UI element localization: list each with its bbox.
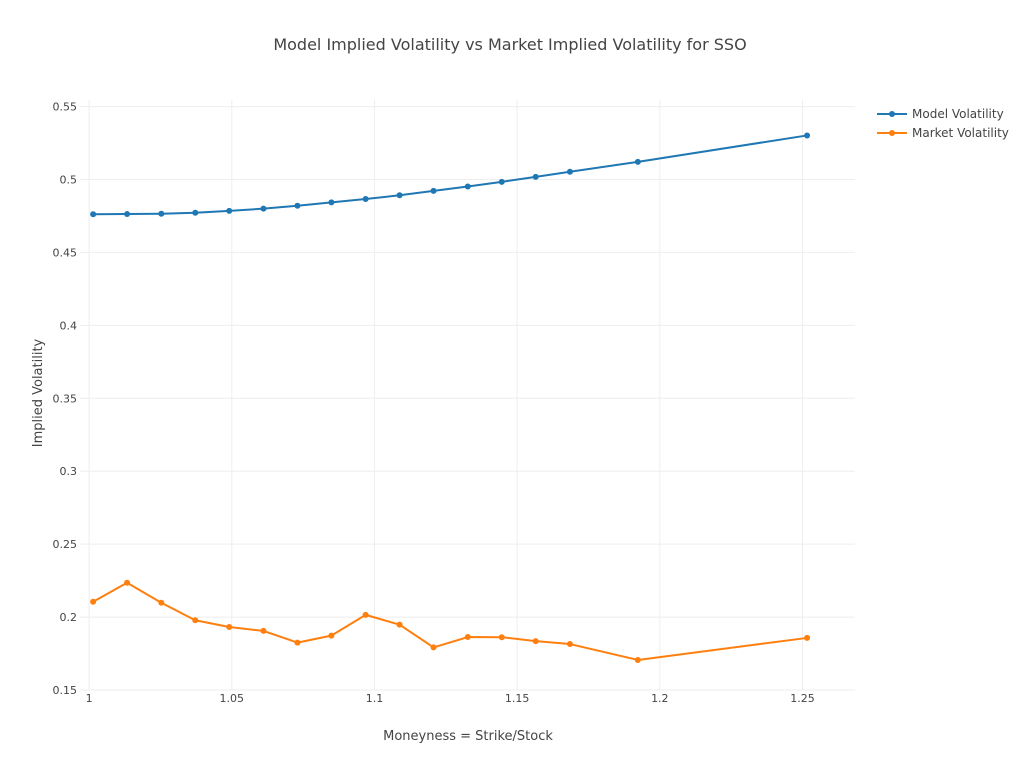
data-point[interactable] [804, 132, 811, 139]
data-point[interactable] [396, 192, 403, 199]
data-point[interactable] [90, 598, 97, 605]
data-point[interactable] [362, 196, 369, 203]
y-tick-label: 0.25 [53, 538, 78, 551]
legend-label: Model Volatility [912, 107, 1004, 121]
legend-marker [889, 130, 895, 136]
series-line [92, 581, 808, 661]
x-tick-label: 1.05 [220, 692, 245, 705]
data-point[interactable] [192, 209, 199, 216]
legend-marker [889, 111, 895, 117]
y-tick-label: 0.2 [60, 611, 78, 624]
legend-item[interactable]: Market Volatility [877, 126, 1009, 140]
data-point[interactable] [328, 199, 335, 206]
data-point[interactable] [158, 599, 165, 606]
data-point[interactable] [396, 621, 403, 628]
y-grid [80, 106, 855, 691]
data-point[interactable] [804, 634, 811, 641]
x-axis-ticks: 1 1.05 1.1 1.15 1.2 1.25 [86, 692, 815, 705]
data-point[interactable] [566, 168, 573, 175]
x-tick-label: 1.15 [505, 692, 530, 705]
legend-item[interactable]: Model Volatility [877, 107, 1004, 121]
y-tick-label: 0.55 [53, 101, 78, 114]
y-axis-title: Implied Volatility [31, 338, 46, 447]
y-tick-label: 0.15 [53, 684, 78, 697]
series-line [93, 134, 808, 216]
data-point[interactable] [124, 211, 131, 218]
legend[interactable]: Model Volatility Market Volatility [877, 107, 1009, 140]
series-market-volatility [90, 579, 811, 663]
data-point[interactable] [532, 173, 539, 180]
data-point[interactable] [498, 178, 505, 185]
data-point[interactable] [566, 641, 573, 648]
x-tick-label: 1.2 [651, 692, 669, 705]
data-point[interactable] [532, 638, 539, 645]
series-model-volatility [90, 132, 811, 218]
y-tick-label: 0.45 [53, 246, 78, 259]
data-point[interactable] [90, 211, 97, 218]
data-point[interactable] [498, 634, 505, 641]
data-point[interactable] [192, 617, 199, 624]
data-point[interactable] [328, 632, 335, 639]
data-point[interactable] [430, 187, 437, 194]
chart-title: Model Implied Volatility vs Market Impli… [273, 35, 746, 54]
data-point[interactable] [634, 656, 641, 663]
data-point[interactable] [464, 183, 471, 190]
x-tick-label: 1.1 [366, 692, 384, 705]
data-point[interactable] [158, 210, 165, 217]
y-axis-ticks: 0.15 0.2 0.25 0.3 0.35 0.4 0.45 0.5 0.55 [53, 101, 78, 697]
y-tick-label: 0.5 [60, 173, 78, 186]
data-point[interactable] [260, 627, 267, 634]
data-point[interactable] [294, 639, 301, 646]
x-tick-label: 1.25 [790, 692, 815, 705]
data-point[interactable] [226, 623, 233, 630]
data-point[interactable] [634, 158, 641, 165]
x-tick-label: 1 [86, 692, 93, 705]
plot-area [90, 132, 811, 663]
legend-label: Market Volatility [912, 126, 1009, 140]
data-point[interactable] [124, 579, 131, 586]
x-axis-title: Moneyness = Strike/Stock [383, 729, 553, 744]
y-tick-label: 0.3 [60, 465, 78, 478]
y-tick-label: 0.35 [53, 392, 78, 405]
data-point[interactable] [464, 634, 471, 641]
data-point[interactable] [226, 207, 233, 214]
data-point[interactable] [294, 202, 301, 209]
data-point[interactable] [430, 644, 437, 651]
y-tick-label: 0.4 [60, 319, 78, 332]
data-point[interactable] [362, 611, 369, 618]
data-point[interactable] [260, 205, 267, 212]
